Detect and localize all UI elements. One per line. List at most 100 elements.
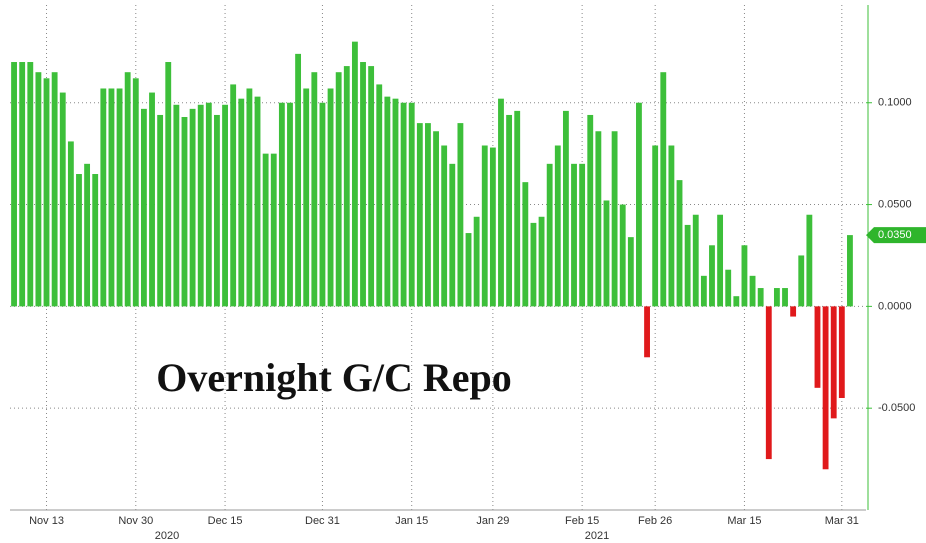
bar (814, 306, 821, 388)
bar (595, 131, 602, 307)
bar (668, 145, 675, 307)
bar (627, 237, 634, 307)
bar (392, 98, 399, 307)
bar (692, 214, 699, 307)
bar (408, 102, 415, 307)
bar (19, 62, 26, 307)
year-label: 2020 (155, 530, 179, 542)
bar (725, 269, 732, 307)
bar (782, 288, 788, 307)
bar (132, 78, 139, 307)
bar (100, 88, 107, 307)
bar (92, 174, 99, 307)
bar (587, 114, 594, 307)
y-tick-label: -0.0500 (878, 402, 915, 414)
bar (400, 102, 407, 307)
bar (700, 275, 707, 307)
bar (773, 288, 780, 307)
bar (319, 102, 326, 307)
bar (76, 174, 82, 307)
bar (84, 163, 91, 307)
bar (214, 114, 220, 307)
bar (830, 306, 837, 419)
bar (43, 78, 50, 307)
bar (140, 108, 147, 307)
x-tick-label: Nov 30 (118, 515, 153, 527)
bar (335, 72, 342, 307)
bar (157, 114, 164, 307)
bar (473, 216, 480, 307)
bar (522, 182, 529, 307)
bar (295, 53, 302, 307)
x-tick-label: Jan 29 (476, 515, 509, 527)
bar (278, 102, 285, 307)
bar (416, 123, 423, 307)
bar (433, 131, 439, 307)
bar (579, 163, 586, 307)
y-tick-label: 0.0000 (878, 300, 912, 312)
bar (514, 110, 521, 307)
x-tick-label: Feb 26 (638, 515, 672, 527)
bar (765, 306, 772, 460)
year-label: 2021 (585, 530, 609, 542)
bar (554, 145, 561, 307)
bar (611, 131, 618, 307)
bar (838, 306, 845, 399)
x-tick-label: Jan 15 (395, 515, 428, 527)
bar (562, 110, 569, 307)
bar (425, 123, 431, 307)
bar (741, 245, 748, 307)
bar (108, 88, 115, 307)
bar (35, 72, 42, 307)
bar (376, 84, 383, 307)
bar (149, 92, 155, 307)
bar (51, 72, 58, 307)
bar (530, 222, 537, 307)
bar (676, 180, 683, 307)
bar (465, 233, 472, 307)
bar (498, 98, 504, 307)
y-tick-label: 0.1000 (878, 97, 912, 109)
bar (222, 104, 228, 307)
bar (303, 88, 310, 307)
bar (351, 41, 358, 307)
bar (254, 96, 261, 307)
bar (489, 147, 496, 307)
x-tick-label: Nov 13 (29, 515, 64, 527)
bar (368, 66, 375, 307)
bar (709, 245, 715, 307)
bar (197, 104, 204, 307)
bar (684, 224, 691, 307)
bar (311, 72, 318, 307)
bar (27, 62, 34, 307)
bar (327, 88, 334, 307)
bar (449, 163, 456, 307)
bar (246, 88, 253, 307)
bar (230, 84, 237, 307)
bar (506, 114, 513, 307)
bar (619, 204, 626, 307)
value-label-box (866, 227, 926, 244)
bar (636, 102, 642, 307)
bar (798, 255, 805, 307)
bar (116, 88, 123, 307)
bar (124, 72, 131, 307)
bar (733, 296, 740, 307)
x-tick-label: Dec 31 (305, 515, 340, 527)
bar (603, 200, 610, 307)
y-tick-label: 0.0500 (878, 198, 912, 210)
bar (441, 145, 448, 307)
bar (847, 235, 853, 307)
bar (652, 145, 659, 307)
bar (790, 306, 797, 317)
bar (457, 123, 464, 307)
bar (571, 163, 577, 307)
bar (806, 214, 813, 307)
bar (343, 66, 350, 307)
bar (189, 108, 196, 307)
bar (481, 145, 488, 307)
bar (11, 62, 17, 307)
x-tick-label: Feb 15 (565, 515, 599, 527)
bar (238, 98, 245, 307)
